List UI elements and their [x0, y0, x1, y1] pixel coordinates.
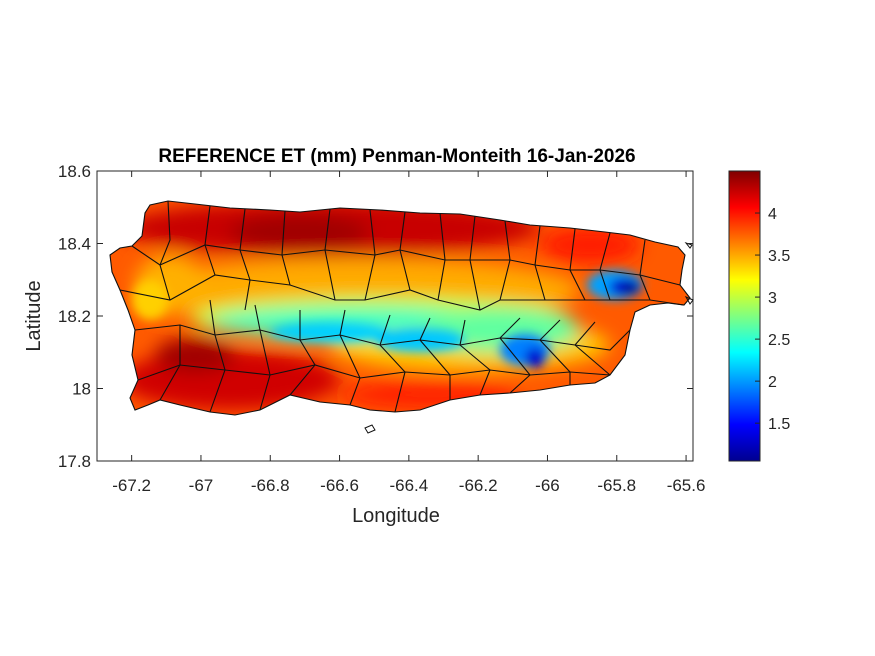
et-heatmap	[110, 201, 690, 415]
x-tick-label: -66.2	[459, 476, 498, 495]
colorbar-ticks: 4 3.5 3 2.5 2 1.5	[755, 206, 790, 433]
colorbar-tick-label: 3	[768, 290, 777, 307]
x-tick-label: -66.8	[251, 476, 290, 495]
y-tick-label: 17.8	[58, 452, 91, 471]
colorbar-tick-label: 2.5	[768, 332, 790, 349]
y-axis-label: Latitude	[23, 280, 45, 351]
colorbar-tick-label: 4	[768, 206, 777, 223]
x-tick-label: -66.6	[320, 476, 359, 495]
colorbar-tick-label: 3.5	[768, 248, 790, 265]
colorbar-tick-label: 1.5	[768, 416, 790, 433]
x-tick-label: -65.6	[667, 476, 706, 495]
y-tick-label: 18.2	[58, 307, 91, 326]
colorbar-gradient	[728, 170, 761, 462]
y-tick-label: 18.6	[58, 162, 91, 181]
y-tick-label: 18	[72, 380, 91, 399]
y-axis: 18.6 18.4 18.2 18 17.8	[58, 162, 693, 471]
chart-title: REFERENCE ET (mm) Penman-Monteith 16-Jan…	[158, 146, 635, 167]
colorbar-tick-label: 2	[768, 374, 777, 391]
x-axis-label: Longitude	[352, 505, 440, 527]
x-tick-label: -66	[535, 476, 560, 495]
y-tick-label: 18.4	[58, 235, 91, 254]
municipality-boundaries	[109, 200, 691, 416]
x-tick-label: -67	[189, 476, 214, 495]
x-tick-label: -67.2	[112, 476, 151, 495]
colorbar: 4 3.5 3 2.5 2 1.5	[728, 170, 790, 462]
x-axis: -67.2 -67 -66.8 -66.6 -66.4 -66.2 -66 -65.8 -65.…	[112, 171, 705, 495]
x-tick-label: -66.4	[389, 476, 428, 495]
x-tick-label: -65.8	[597, 476, 636, 495]
